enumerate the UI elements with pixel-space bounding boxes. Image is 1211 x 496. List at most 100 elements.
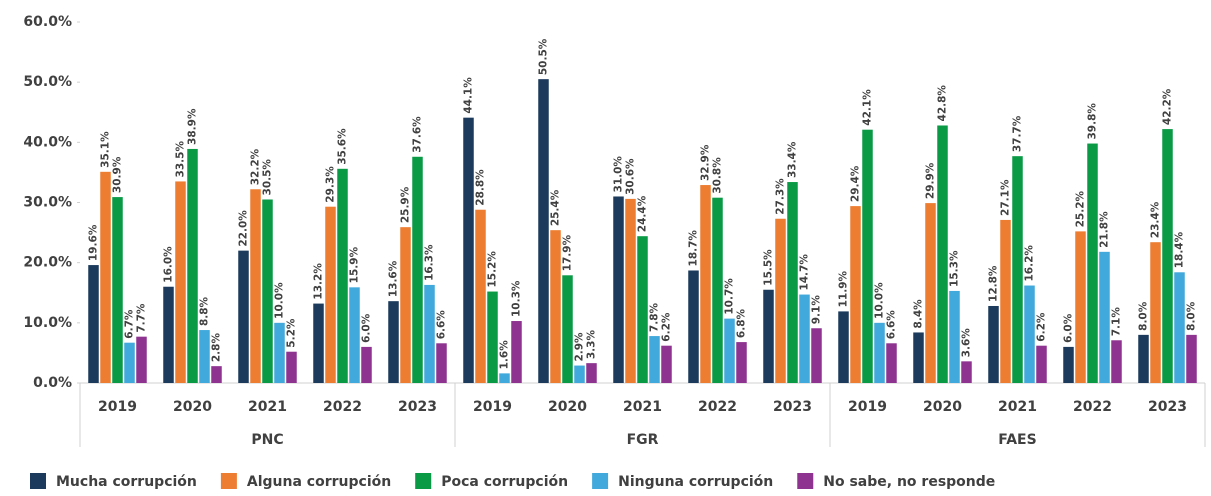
bar xyxy=(799,294,810,383)
data-label: 6.6% xyxy=(886,310,898,340)
data-label: 6.8% xyxy=(736,308,748,338)
bar xyxy=(124,342,135,383)
bar xyxy=(262,199,273,383)
bar xyxy=(1075,231,1086,383)
data-label: 29.3% xyxy=(325,166,337,203)
bar xyxy=(325,206,336,383)
data-label: 50.5% xyxy=(538,38,550,75)
bar xyxy=(1063,346,1074,383)
bar xyxy=(661,345,672,383)
bar xyxy=(400,227,411,383)
bar xyxy=(424,284,435,383)
group-label: FAES xyxy=(998,432,1036,448)
y-tick-label: 60.0% xyxy=(23,14,72,30)
x-tick-label: 2019 xyxy=(98,399,137,415)
data-label: 33.5% xyxy=(175,141,187,178)
bar xyxy=(286,351,297,383)
x-tick-label: 2019 xyxy=(473,399,512,415)
data-label: 6.0% xyxy=(1063,313,1075,343)
data-label: 6.2% xyxy=(661,312,673,342)
bar xyxy=(787,182,798,383)
bar xyxy=(913,332,924,383)
bar xyxy=(649,336,660,383)
data-label: 37.7% xyxy=(1012,115,1024,152)
bar xyxy=(1111,340,1122,383)
bar xyxy=(436,343,447,383)
legend-swatch xyxy=(415,473,432,489)
bar xyxy=(250,189,261,383)
bar xyxy=(238,250,249,383)
bar xyxy=(886,343,897,383)
data-label: 12.8% xyxy=(988,265,1000,302)
y-tick-label: 50.0% xyxy=(23,74,72,90)
bar xyxy=(925,203,936,383)
data-label: 14.7% xyxy=(799,254,811,291)
bar xyxy=(1150,242,1161,383)
bar xyxy=(862,129,873,383)
data-label: 29.9% xyxy=(925,162,937,199)
data-label: 24.4% xyxy=(637,195,649,232)
data-label: 8.4% xyxy=(913,299,925,329)
bar xyxy=(487,291,498,383)
data-label: 35.1% xyxy=(100,131,112,168)
legend-label: Poca corrupción xyxy=(441,474,568,490)
bar xyxy=(1162,129,1173,383)
bar xyxy=(199,330,210,383)
y-tick-label: 40.0% xyxy=(23,134,72,150)
legend-swatch xyxy=(592,473,609,489)
x-tick-label: 2020 xyxy=(923,399,962,415)
data-label: 22.0% xyxy=(238,210,250,247)
legend-label: No sabe, no responde xyxy=(823,474,995,490)
data-label: 13.6% xyxy=(388,260,400,297)
data-label: 25.2% xyxy=(1075,190,1087,227)
data-label: 7.1% xyxy=(1111,307,1123,337)
data-label: 6.7% xyxy=(124,309,136,339)
legend-label: Ninguna corrupción xyxy=(618,474,773,490)
bar xyxy=(337,168,348,383)
bar xyxy=(550,230,561,383)
bar xyxy=(412,156,423,383)
bar xyxy=(811,328,822,383)
data-label: 10.7% xyxy=(724,278,736,315)
data-label: 10.3% xyxy=(511,280,523,317)
bar xyxy=(1138,334,1149,383)
bar xyxy=(511,321,522,383)
data-label: 2.8% xyxy=(211,333,223,363)
bar xyxy=(1024,285,1035,383)
bar xyxy=(850,206,861,383)
data-label: 37.6% xyxy=(412,116,424,153)
legend-swatch xyxy=(797,473,814,489)
bar xyxy=(313,303,324,383)
data-label: 9.1% xyxy=(811,295,823,325)
x-tick-label: 2023 xyxy=(398,399,437,415)
bar xyxy=(613,196,624,383)
legend-swatch xyxy=(220,473,237,489)
data-label: 16.3% xyxy=(424,244,436,281)
y-tick-label: 30.0% xyxy=(23,195,72,211)
data-label: 16.2% xyxy=(1024,245,1036,282)
data-label: 8.0% xyxy=(1186,301,1198,331)
data-label: 15.9% xyxy=(349,246,361,283)
data-label: 33.4% xyxy=(787,141,799,178)
x-tick-label: 2022 xyxy=(1073,399,1112,415)
data-label: 6.6% xyxy=(436,310,448,340)
legend-swatch xyxy=(30,473,46,489)
bar xyxy=(463,117,474,383)
bar xyxy=(700,185,711,383)
x-tick-label: 2021 xyxy=(248,399,287,415)
data-label: 30.6% xyxy=(625,158,637,195)
data-label: 30.5% xyxy=(262,159,274,196)
data-label: 23.4% xyxy=(1150,201,1162,238)
bar xyxy=(388,301,399,383)
data-label: 38.9% xyxy=(187,108,199,145)
data-label: 39.8% xyxy=(1087,103,1099,140)
bar xyxy=(712,197,723,383)
legend-label: Mucha corrupción xyxy=(56,474,197,490)
bar xyxy=(88,265,99,383)
bar xyxy=(1186,334,1197,383)
bar xyxy=(112,197,123,383)
data-label: 2.9% xyxy=(574,332,586,362)
bar xyxy=(1036,345,1047,383)
x-tick-label: 2021 xyxy=(998,399,1037,415)
